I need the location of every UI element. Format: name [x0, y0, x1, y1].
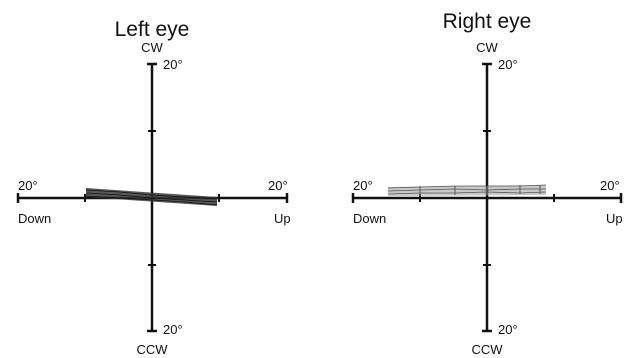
bottom-axis-label: CCW — [136, 342, 168, 357]
panel-title: Right eye — [443, 10, 532, 33]
horizontal-axis — [351, 193, 623, 203]
left-axis-value: 20° — [353, 178, 373, 193]
panel-right-eye: Right eye CW 20° 20° Down 20° Up — [351, 10, 623, 357]
panel-title: Left eye — [115, 18, 190, 41]
eye-trace-band — [387, 184, 547, 196]
right-axis-label: Up — [606, 211, 623, 226]
right-axis-value: 20° — [268, 178, 288, 193]
left-axis-label: Down — [18, 211, 51, 226]
top-axis-label: CW — [141, 40, 163, 55]
bottom-axis-label: CCW — [471, 342, 503, 357]
left-axis-value: 20° — [18, 178, 38, 193]
bottom-axis-value: 20° — [498, 322, 518, 337]
eye-trace-band — [85, 188, 218, 206]
right-axis-value: 20° — [600, 178, 620, 193]
top-axis-value: 20° — [498, 57, 518, 72]
left-axis-label: Down — [353, 211, 386, 226]
bottom-axis-value: 20° — [163, 322, 183, 337]
top-axis-label: CW — [476, 40, 498, 55]
panel-left-eye: Left eye CW 20° 20° Down 20° Up — [16, 18, 291, 357]
top-axis-value: 20° — [163, 57, 183, 72]
right-axis-label: Up — [274, 211, 291, 226]
